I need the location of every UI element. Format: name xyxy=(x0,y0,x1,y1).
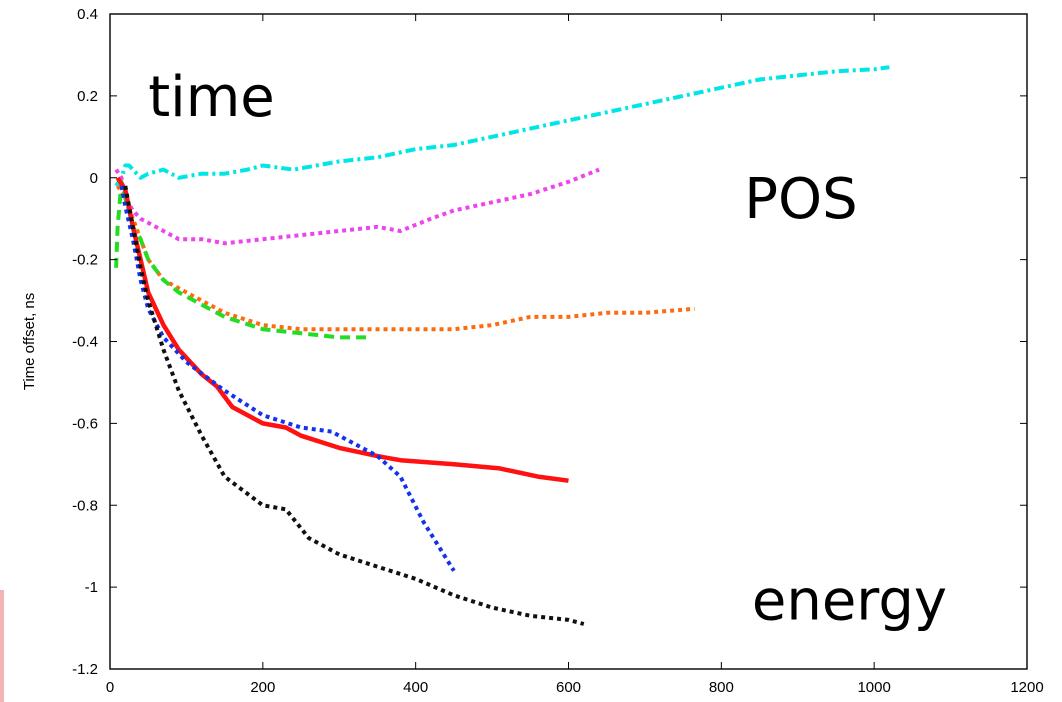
series-line-7 xyxy=(123,185,585,626)
y-tick-label: -1 xyxy=(85,579,98,596)
x-tick-label: 1200 xyxy=(1010,679,1043,696)
y-tick-label: -1.2 xyxy=(72,661,98,678)
series-layer xyxy=(114,65,890,626)
y-tick-label: 0 xyxy=(90,170,98,187)
annotations-layer: time POS energy xyxy=(148,65,947,634)
series-line-4 xyxy=(114,179,370,340)
x-tick-label: 400 xyxy=(403,679,428,696)
y-tick-label: 0.4 xyxy=(77,6,98,23)
series-line-6 xyxy=(119,185,456,572)
series-line-5 xyxy=(115,176,569,483)
y-axis-label: Time offset, ns xyxy=(21,293,38,391)
edge-marker xyxy=(0,590,4,702)
x-tick-label: 0 xyxy=(106,679,114,696)
y-tick-label: -0.6 xyxy=(72,415,98,432)
x-tick-label: 600 xyxy=(556,679,581,696)
ticks-layer: 0 200 400 600 800 1000 1200 -1.2 -1 -0.8 -0.6 -0.4 -… xyxy=(72,6,1044,696)
series-line-2 xyxy=(114,167,600,246)
annotation-time: time xyxy=(148,65,275,130)
series-line-3 xyxy=(115,184,695,332)
x-tick-label: 800 xyxy=(709,679,734,696)
x-tick-label: 1000 xyxy=(857,679,890,696)
y-tick-label: -0.2 xyxy=(72,252,98,269)
y-tick-label: -0.8 xyxy=(72,497,98,514)
annotation-energy: energy xyxy=(752,568,947,633)
y-tick-label: -0.4 xyxy=(72,334,98,351)
annotation-pos: POS xyxy=(744,167,857,232)
x-tick-label: 200 xyxy=(250,679,275,696)
y-tick-label: 0.2 xyxy=(77,88,98,105)
series-line-1 xyxy=(114,65,890,188)
